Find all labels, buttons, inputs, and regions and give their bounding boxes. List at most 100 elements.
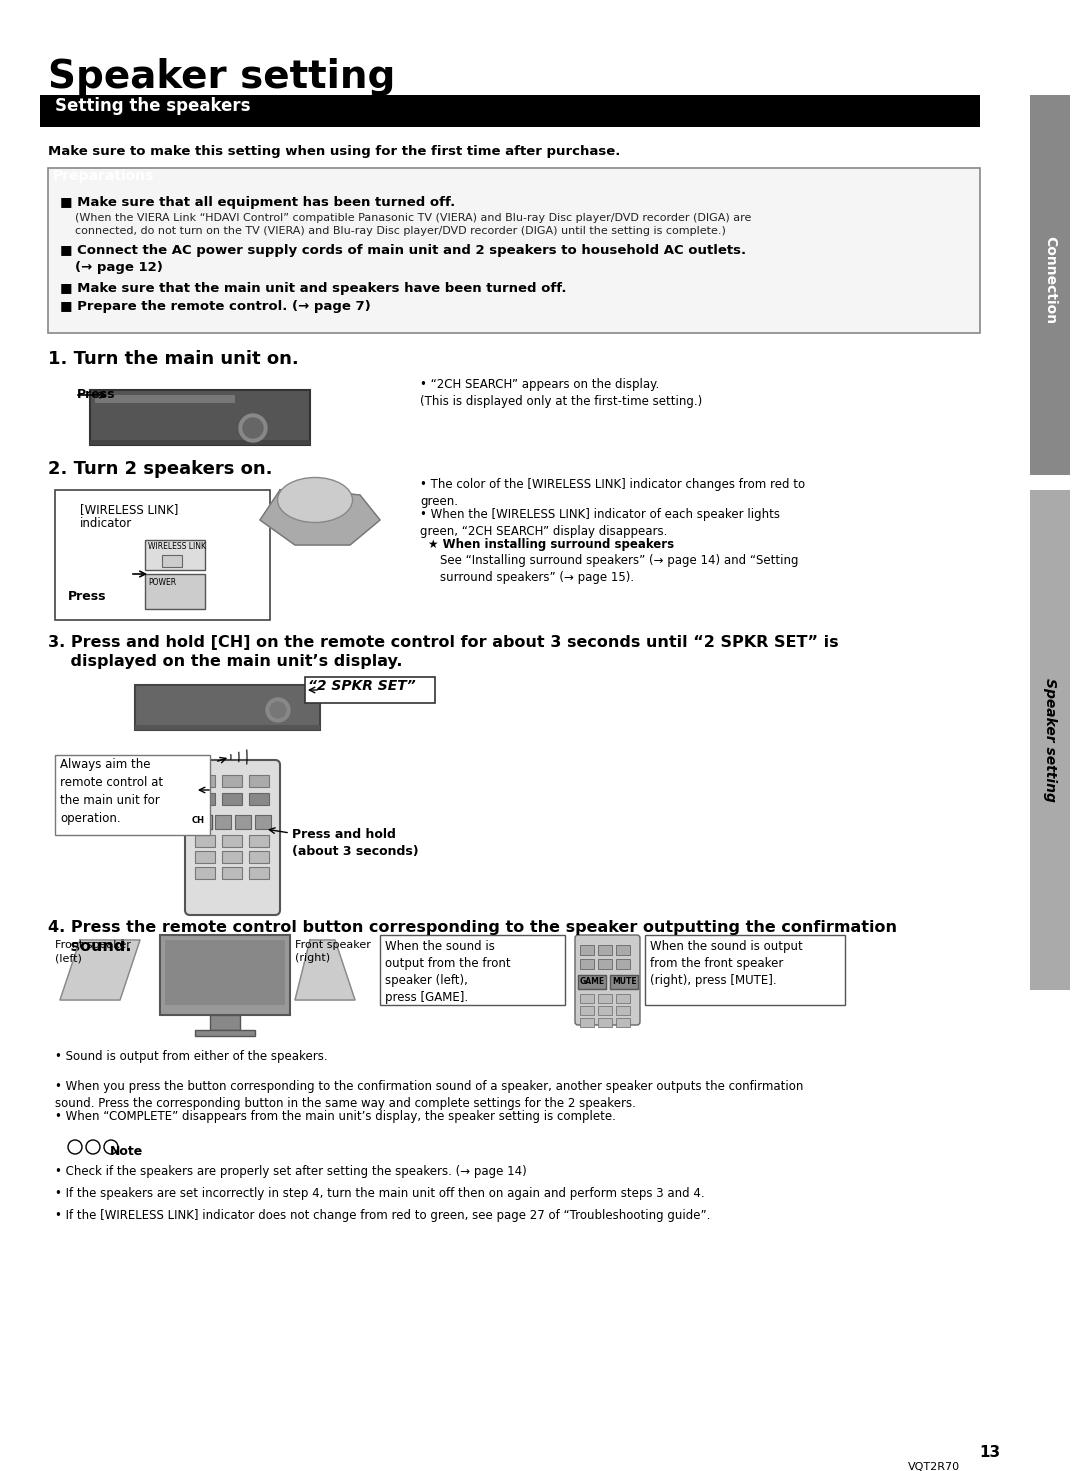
Text: (→ page 12): (→ page 12) — [75, 260, 163, 274]
Bar — [580, 1018, 594, 1027]
Bar — [48, 168, 158, 188]
Text: MUTE: MUTE — [612, 977, 636, 986]
Bar — [55, 755, 210, 836]
Bar — [645, 936, 845, 1005]
Text: See “Installing surround speakers” (→ page 14) and “Setting
surround speakers” (: See “Installing surround speakers” (→ pa… — [440, 555, 798, 584]
Bar — [160, 936, 291, 1015]
Text: [WIRELESS LINK]: [WIRELESS LINK] — [80, 503, 178, 516]
Polygon shape — [60, 940, 140, 1000]
Bar — [249, 866, 269, 880]
Bar — [195, 852, 215, 863]
Text: indicator: indicator — [80, 516, 132, 530]
Bar — [190, 815, 212, 830]
Bar — [162, 555, 183, 566]
Bar — [195, 866, 215, 880]
Bar — [222, 775, 242, 787]
Text: • Sound is output from either of the speakers.: • Sound is output from either of the spe… — [55, 1050, 327, 1064]
Text: Speaker setting: Speaker setting — [48, 57, 395, 96]
Bar — [135, 685, 320, 730]
Bar — [616, 994, 630, 1003]
Text: When the sound is output
from the front speaker
(right), press [MUTE].: When the sound is output from the front … — [650, 940, 802, 987]
FancyBboxPatch shape — [185, 761, 280, 915]
Bar — [145, 540, 205, 569]
Text: Speaker setting: Speaker setting — [1043, 678, 1057, 802]
Bar — [610, 975, 638, 989]
Text: WIRELESS LINK: WIRELESS LINK — [148, 541, 206, 552]
Bar — [222, 852, 242, 863]
Bar — [598, 1006, 612, 1015]
Bar — [305, 677, 435, 703]
Text: Make sure to make this setting when using for the first time after purchase.: Make sure to make this setting when usin… — [48, 146, 620, 157]
Bar — [580, 1006, 594, 1015]
Text: ★ When installing surround speakers: ★ When installing surround speakers — [428, 538, 674, 552]
Text: Press: Press — [68, 590, 107, 603]
Text: Preparations: Preparations — [53, 169, 154, 182]
Text: Press: Press — [77, 388, 116, 402]
Bar — [40, 96, 980, 127]
Bar — [135, 725, 320, 730]
Bar — [249, 836, 269, 847]
Text: (When the VIERA Link “HDAVI Control” compatible Panasonic TV (VIERA) and Blu-ray: (When the VIERA Link “HDAVI Control” com… — [75, 213, 752, 237]
FancyBboxPatch shape — [575, 936, 640, 1025]
Bar — [55, 490, 270, 619]
Text: • When the [WIRELESS LINK] indicator of each speaker lights
green, “2CH SEARCH” : • When the [WIRELESS LINK] indicator of … — [420, 507, 780, 538]
Bar — [210, 1015, 240, 1030]
Text: • Check if the speakers are properly set after setting the speakers. (→ page 14): • Check if the speakers are properly set… — [55, 1165, 527, 1178]
Bar — [195, 836, 215, 847]
Bar — [195, 775, 215, 787]
Text: 1. Turn the main unit on.: 1. Turn the main unit on. — [48, 350, 299, 368]
Bar — [195, 793, 215, 805]
Bar — [195, 1030, 255, 1036]
Text: • When you press the button corresponding to the confirmation sound of a speaker: • When you press the button correspondin… — [55, 1080, 804, 1111]
Bar — [578, 975, 606, 989]
Text: ■ Make sure that all equipment has been turned off.: ■ Make sure that all equipment has been … — [60, 196, 456, 209]
Text: • When “COMPLETE” disappears from the main unit’s display, the speaker setting i: • When “COMPLETE” disappears from the ma… — [55, 1111, 616, 1122]
Bar — [580, 959, 594, 969]
Text: 2. Turn 2 speakers on.: 2. Turn 2 speakers on. — [48, 460, 272, 478]
Bar — [249, 775, 269, 787]
Text: CH: CH — [192, 816, 205, 825]
Text: ■ Prepare the remote control. (→ page 7): ■ Prepare the remote control. (→ page 7) — [60, 300, 370, 313]
Bar — [249, 852, 269, 863]
Bar — [380, 936, 565, 1005]
Bar — [165, 940, 285, 1005]
Circle shape — [270, 702, 286, 718]
Text: 3. Press and hold [CH] on the remote control for about 3 seconds until “2 SPKR S: 3. Press and hold [CH] on the remote con… — [48, 635, 839, 669]
Bar — [616, 959, 630, 969]
Bar — [616, 1018, 630, 1027]
Text: Front speaker
(left): Front speaker (left) — [55, 940, 131, 964]
Bar — [616, 944, 630, 955]
Bar — [598, 959, 612, 969]
Circle shape — [243, 418, 264, 438]
Text: • If the speakers are set incorrectly in step 4, turn the main unit off then on : • If the speakers are set incorrectly in… — [55, 1187, 704, 1200]
Polygon shape — [295, 940, 355, 1000]
Bar — [580, 944, 594, 955]
Bar — [215, 815, 231, 830]
Bar — [90, 440, 310, 446]
Bar — [1030, 96, 1070, 475]
Text: 13: 13 — [978, 1445, 1000, 1461]
Text: 4. Press the remote control button corresponding to the speaker outputting the c: 4. Press the remote control button corre… — [48, 919, 897, 953]
Bar — [145, 574, 205, 609]
Polygon shape — [260, 490, 380, 544]
Text: When the sound is
output from the front
speaker (left),
press [GAME].: When the sound is output from the front … — [384, 940, 511, 1005]
Bar — [1030, 490, 1070, 990]
Bar — [235, 815, 251, 830]
Text: POWER: POWER — [148, 578, 176, 587]
Text: GAME: GAME — [580, 977, 605, 986]
Bar — [95, 396, 235, 403]
Bar — [616, 1006, 630, 1015]
Text: • “2CH SEARCH” appears on the display.
(This is displayed only at the first-time: • “2CH SEARCH” appears on the display. (… — [420, 378, 702, 407]
Bar — [222, 866, 242, 880]
Text: Always aim the
remote control at
the main unit for
operation.: Always aim the remote control at the mai… — [60, 758, 163, 825]
Text: Connection: Connection — [1043, 235, 1057, 324]
Text: • If the [WIRELESS LINK] indicator does not change from red to green, see page 2: • If the [WIRELESS LINK] indicator does … — [55, 1209, 711, 1222]
Text: Front speaker
(right): Front speaker (right) — [295, 940, 370, 964]
Circle shape — [239, 413, 267, 441]
Text: ■ Connect the AC power supply cords of main unit and 2 speakers to household AC : ■ Connect the AC power supply cords of m… — [60, 244, 746, 257]
Bar — [48, 168, 980, 332]
Text: ■ Make sure that the main unit and speakers have been turned off.: ■ Make sure that the main unit and speak… — [60, 282, 567, 296]
Text: Setting the speakers: Setting the speakers — [55, 97, 251, 115]
Text: Note: Note — [110, 1144, 144, 1158]
Bar — [222, 836, 242, 847]
